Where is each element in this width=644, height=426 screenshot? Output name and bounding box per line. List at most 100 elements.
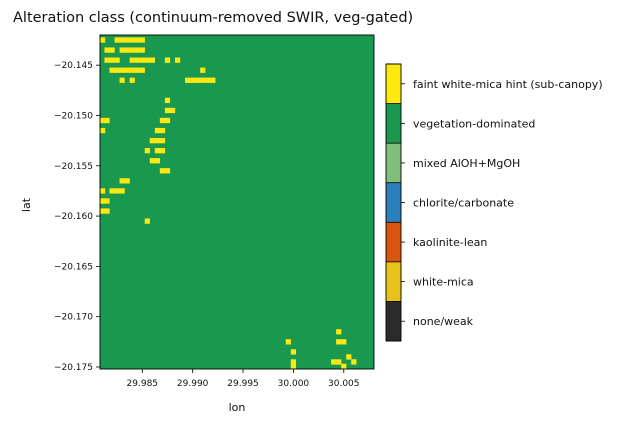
heatmap-cell — [139, 37, 145, 43]
heatmap-cell — [104, 198, 110, 204]
chart-title: Alteration class (continuum-removed SWIR… — [13, 10, 414, 26]
x-tick-label: 29.995 — [227, 379, 259, 389]
heatmap-cell — [164, 57, 171, 63]
heatmap-cell — [144, 148, 150, 154]
colorbar-segment — [386, 222, 401, 262]
heatmap-cell — [341, 339, 347, 345]
heatmap-cell — [114, 57, 120, 63]
heatmap-cell — [144, 218, 150, 224]
colorbar-frame — [385, 63, 402, 342]
colorbar-label: faint white-mica hint (sub-canopy) — [413, 78, 603, 91]
heatmap-cell — [159, 148, 166, 154]
heatmap-cell — [164, 97, 171, 104]
heatmap-cell — [109, 67, 115, 73]
colorbar-label: white-mica — [413, 276, 474, 289]
heatmap-cell — [164, 168, 171, 174]
heatmap-cell — [351, 359, 357, 365]
heatmap-cell — [149, 137, 155, 144]
x-axis-label: lon — [229, 401, 246, 414]
heatmap-cell — [139, 57, 145, 63]
colorbar-segment — [386, 103, 401, 144]
heatmap-cell — [159, 137, 166, 144]
heatmap-cell — [100, 208, 106, 214]
heatmap-cell — [119, 47, 125, 53]
heatmap-cell — [210, 77, 216, 83]
heatmap-cell — [200, 67, 206, 73]
heatmap-cell — [134, 57, 140, 63]
heatmap-cell — [104, 57, 110, 63]
colorbar-segment — [386, 64, 401, 104]
heatmap-cell — [109, 47, 115, 53]
x-tick-label: 29.985 — [127, 379, 159, 389]
heatmap-cell — [139, 67, 145, 73]
heatmap-cell — [164, 107, 171, 114]
heatmap-cell — [144, 57, 150, 63]
heatmap-cell — [129, 77, 135, 83]
heatmap-cell — [195, 77, 201, 83]
heatmap-cell — [100, 37, 106, 43]
heatmap-background — [100, 35, 374, 369]
heatmap-cell — [185, 77, 191, 83]
y-tick-label: −20.170 — [54, 313, 93, 323]
x-tick-label: 30.005 — [328, 379, 360, 389]
heatmap-cell — [129, 57, 135, 63]
heatmap-cell — [290, 359, 297, 365]
heatmap-cell — [119, 178, 125, 184]
heatmap-cell — [154, 137, 161, 144]
y-tick-label: −20.150 — [54, 111, 93, 121]
heatmap-cell — [341, 363, 347, 369]
heatmap-cell — [119, 188, 125, 194]
plot-frame — [99, 34, 375, 370]
y-tick-label: −20.160 — [54, 212, 93, 222]
heatmap-cell — [290, 363, 297, 369]
heatmap-cell — [200, 77, 206, 83]
heatmap-cell — [104, 208, 110, 214]
colorbar-segment — [386, 182, 401, 223]
heatmap-cell — [100, 117, 106, 124]
colorbar-label: vegetation-dominated — [413, 117, 535, 130]
x-tick-label: 29.990 — [177, 379, 209, 389]
heatmap-cell — [124, 67, 130, 73]
heatmap-cell — [114, 37, 120, 43]
heatmap-cell — [134, 67, 140, 73]
y-tick-label: −20.165 — [54, 262, 93, 272]
axes: 29.985 29.990 29.995 30.000 30.005 −20.145 −20… — [54, 34, 375, 389]
y-tick-label: −20.155 — [54, 162, 93, 172]
heatmap-cell — [205, 77, 211, 83]
heatmap-cell — [134, 47, 140, 53]
heatmap-cell — [336, 329, 342, 335]
heatmap-cell — [154, 148, 161, 154]
heatmap-cell — [104, 117, 110, 124]
heatmap-cell — [159, 127, 166, 134]
heatmap-cell — [109, 57, 115, 63]
colorbar-segment — [386, 261, 401, 302]
heatmap-cell — [149, 158, 155, 164]
heatmap-cell — [290, 349, 297, 355]
colorbar-segment — [386, 301, 401, 341]
heatmap-cell — [134, 37, 140, 43]
colorbar-label: none/weak — [413, 315, 474, 328]
heatmap-cell — [174, 57, 181, 63]
heatmap-cell — [149, 57, 155, 63]
heatmap-cell — [336, 359, 342, 365]
colorbar: none/weak white-mica kaolinite-lean chlorit… — [385, 63, 603, 342]
heatmap-cell — [336, 339, 342, 345]
heatmap-cell — [285, 339, 291, 345]
heatmap-cell — [100, 127, 106, 134]
heatmap-cell — [331, 359, 337, 365]
heatmap-cell — [114, 188, 120, 194]
heatmap-cell — [164, 117, 171, 124]
heatmap-cell — [104, 47, 110, 53]
heatmap-cell — [100, 188, 106, 194]
heatmap-cell — [109, 188, 115, 194]
heatmap-cell — [124, 178, 130, 184]
heatmap-cell — [119, 37, 125, 43]
heatmap-cell — [119, 67, 125, 73]
heatmap-cell — [190, 77, 196, 83]
heatmap-cell — [100, 198, 106, 204]
heatmap-cell — [129, 47, 135, 53]
heatmap-cell — [159, 117, 166, 124]
heatmap-cell — [119, 77, 125, 83]
